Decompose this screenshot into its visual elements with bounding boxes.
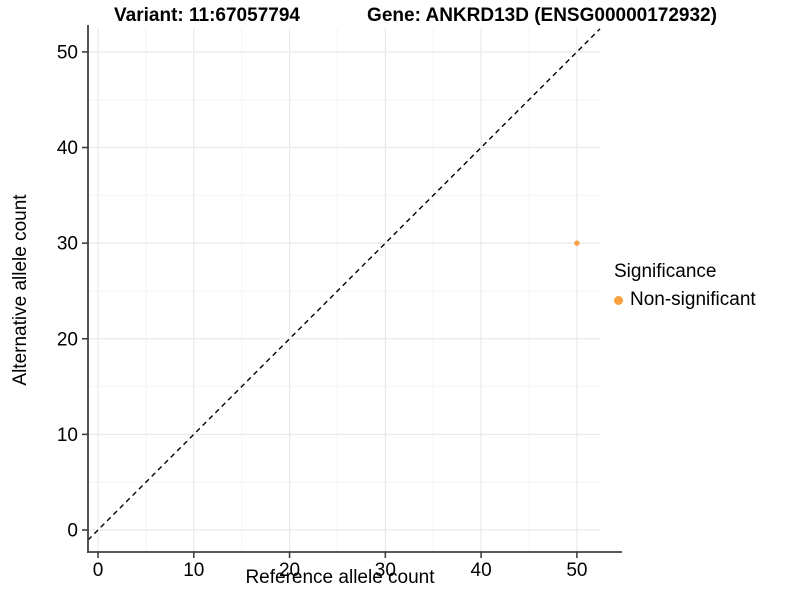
legend-item-label: Non-significant: [630, 289, 756, 310]
y-tick-label: 50: [57, 42, 78, 63]
legend: Significance Non-significant: [614, 261, 756, 311]
data-point: [574, 240, 580, 246]
y-axis-title: Alternative allele count: [10, 194, 31, 386]
x-tick-label: 40: [471, 560, 492, 581]
legend-title: Significance: [614, 261, 717, 282]
y-tick-label: 10: [57, 425, 78, 446]
y-tick-label: 0: [67, 521, 78, 542]
plot-title-variant: Variant: 11:67057794: [114, 5, 300, 26]
x-tick-label: 10: [183, 560, 204, 581]
x-axis-title: Reference allele count: [245, 567, 435, 588]
legend-item-non-significant: Non-significant: [614, 289, 756, 311]
y-tick-label: 20: [57, 329, 78, 350]
x-tick-label: 0: [93, 560, 104, 581]
plot-title-gene: Gene: ANKRD13D (ENSG00000172932): [367, 5, 717, 26]
y-tick-label: 30: [57, 234, 78, 255]
x-tick-label: 30: [375, 560, 396, 581]
legend-point-icon: [614, 295, 623, 305]
x-tick-label: 50: [566, 560, 587, 581]
x-tick-label: 20: [279, 560, 300, 581]
y-tick-label: 40: [57, 138, 78, 159]
identity-reference-line: [87, 28, 601, 541]
